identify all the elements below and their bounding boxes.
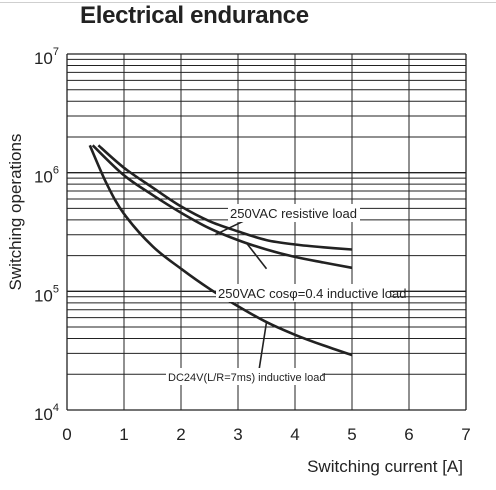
- y-tick-label: 107: [34, 46, 59, 68]
- y-axis-label: Switching operations: [6, 134, 25, 291]
- annotation-background: [216, 284, 390, 302]
- x-tick-label: 5: [347, 425, 356, 444]
- top-rule: [0, 2, 496, 3]
- annotation-label: 250VAC cosφ=0.4 inductive load: [218, 286, 407, 301]
- chart-title: Electrical endurance: [80, 2, 309, 29]
- y-tick-label: 106: [34, 165, 59, 187]
- annotation-background: [228, 204, 360, 222]
- annotation-background: [166, 368, 322, 385]
- y-tick-label: 104: [34, 402, 59, 424]
- annotation-label: 250VAC resistive load: [230, 206, 357, 221]
- y-tick-base: 10: [34, 405, 53, 424]
- grid: [66, 53, 467, 411]
- y-tick-base: 10: [34, 286, 53, 305]
- y-tick-label: 105: [34, 283, 59, 305]
- x-tick-label: 1: [119, 425, 128, 444]
- x-axis-label: Switching current [A]: [307, 457, 463, 476]
- x-tick-label: 2: [176, 425, 185, 444]
- curve-inductive-load-ac: [91, 144, 353, 270]
- x-tick-label: 3: [233, 425, 242, 444]
- annotation-leader: [257, 322, 268, 378]
- x-tick-label: 4: [290, 425, 299, 444]
- annotation-label: DC24V(L/R=7ms) inductive load: [168, 372, 325, 384]
- x-tick-label: 0: [62, 425, 71, 444]
- x-tick-label: 7: [461, 425, 470, 444]
- y-tick-exponent: 4: [53, 402, 59, 414]
- y-tick-exponent: 7: [53, 46, 59, 58]
- x-tick-label: 6: [404, 425, 413, 444]
- y-tick-exponent: 6: [53, 165, 59, 177]
- y-tick-exponent: 5: [53, 283, 59, 295]
- y-tick-base: 10: [34, 49, 53, 68]
- y-tick-base: 10: [34, 168, 53, 187]
- annotation-leader: [245, 242, 268, 270]
- curve-inductive-load-dc: [88, 144, 353, 357]
- curve-resistive-load: [97, 144, 353, 251]
- curves: [88, 144, 353, 357]
